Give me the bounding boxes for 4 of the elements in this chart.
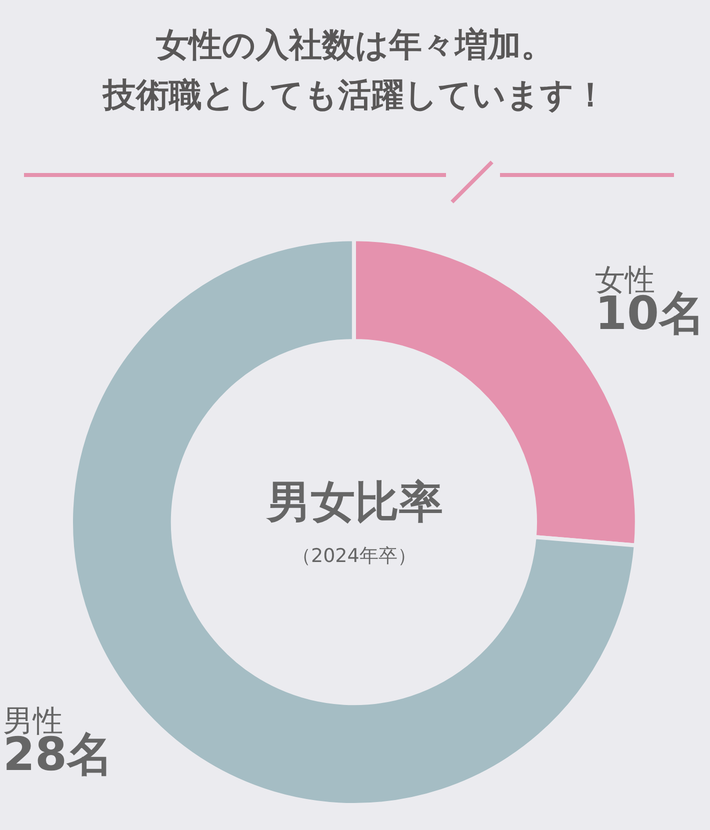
chart-title: 女性の入社数は年々増加。 — [155, 24, 555, 66]
chart-subtitle: 技術職としても活躍しています！ — [101, 74, 608, 116]
text: （2024年卒） — [292, 545, 416, 567]
text: 男女比率 — [265, 477, 443, 528]
